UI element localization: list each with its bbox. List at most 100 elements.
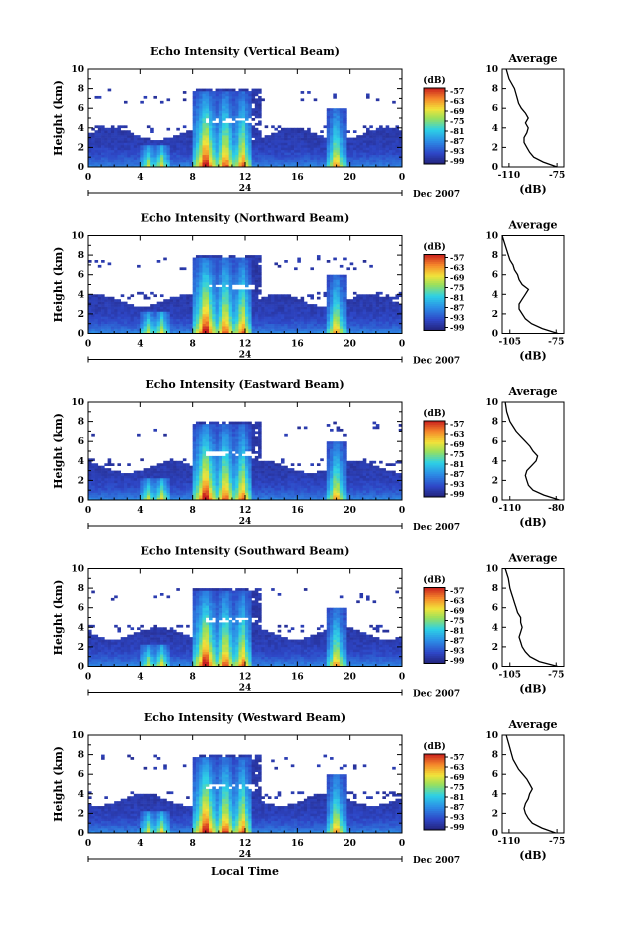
heatmap-cell xyxy=(163,309,167,312)
heatmap-cell xyxy=(395,157,400,160)
heatmap-cell xyxy=(114,497,118,501)
heatmap-cell xyxy=(209,127,213,131)
heatmap-cell xyxy=(395,301,400,305)
heatmap-cell xyxy=(133,306,138,310)
heatmap-cell xyxy=(245,291,249,295)
heatmap-cell xyxy=(245,424,249,427)
heatmap-cell xyxy=(209,289,213,293)
heatmap-cell xyxy=(189,321,193,324)
heatmap-cell xyxy=(218,291,223,295)
heatmap-cell xyxy=(137,137,141,141)
heatmap-cell xyxy=(212,455,216,459)
heatmap-cell xyxy=(326,162,331,165)
heatmap-cell xyxy=(375,296,380,300)
heatmap-cell xyxy=(339,289,344,293)
heatmap-cell xyxy=(225,301,229,305)
heatmap-cell xyxy=(333,294,337,298)
heatmap-cell xyxy=(336,137,341,141)
heatmap-cell xyxy=(235,424,239,427)
heatmap-cell xyxy=(280,299,285,302)
heatmap-cell xyxy=(330,113,334,116)
heatmap-cell xyxy=(251,162,256,165)
heatmap-cell xyxy=(222,100,226,104)
heatmap-cell xyxy=(294,313,298,317)
heatmap-cell xyxy=(228,260,233,263)
heatmap-cell xyxy=(114,487,118,491)
heatmap-cell xyxy=(254,316,259,320)
heatmap-cell xyxy=(290,132,295,136)
heatmap-cell xyxy=(114,140,118,143)
heatmap-cell xyxy=(375,291,380,295)
heatmap-cell xyxy=(137,152,141,156)
heatmap-cell xyxy=(290,331,295,334)
heatmap-cell xyxy=(222,458,226,462)
heatmap-cell xyxy=(307,309,311,312)
x-tick-label: 16 xyxy=(291,340,304,350)
heatmap-cell xyxy=(205,130,210,133)
heatmap-cell xyxy=(195,120,200,124)
heatmap-cell xyxy=(150,157,154,160)
colorbar-swatch xyxy=(424,108,445,112)
heatmap-cell xyxy=(166,98,171,102)
heatmap-cell xyxy=(199,108,203,111)
x-tick-label: 0 xyxy=(399,173,405,183)
heatmap-cell xyxy=(202,441,207,444)
heatmap-cell xyxy=(202,157,207,160)
heatmap-cell xyxy=(205,323,210,327)
heatmap-cell xyxy=(326,318,331,322)
heatmap-cell xyxy=(228,289,233,293)
colorbar-swatch xyxy=(424,326,445,329)
heatmap-cell xyxy=(359,154,364,158)
heatmap-cell xyxy=(186,162,190,165)
heatmap-cell xyxy=(392,132,396,136)
heatmap-cell xyxy=(225,286,229,290)
heatmap-cell xyxy=(120,306,125,310)
heatmap-cell xyxy=(339,122,344,126)
heatmap-cell xyxy=(209,105,213,109)
heatmap-cell xyxy=(117,159,122,163)
heatmap-cell xyxy=(97,485,102,489)
heatmap-cell xyxy=(284,135,288,138)
heatmap-cell xyxy=(398,154,403,158)
colorbar-swatch xyxy=(424,99,445,102)
heatmap-cell xyxy=(398,326,403,329)
heatmap-cell xyxy=(238,132,243,136)
heatmap-cell xyxy=(202,465,207,469)
heatmap-cell xyxy=(179,309,184,312)
heatmap-cell xyxy=(212,162,216,165)
heatmap-cell xyxy=(209,323,213,327)
heatmap-cell xyxy=(346,328,350,332)
heatmap-cell xyxy=(388,316,393,320)
heatmap-cell xyxy=(339,331,344,334)
heatmap-cell xyxy=(120,294,125,298)
heatmap-cell xyxy=(330,321,334,324)
heatmap-cell xyxy=(166,490,171,493)
heatmap-cell xyxy=(382,142,386,146)
heatmap-cell xyxy=(94,316,99,320)
heatmap-cell xyxy=(258,113,262,116)
heatmap-cell xyxy=(313,142,318,146)
heatmap-cell xyxy=(333,313,337,317)
heatmap-cell xyxy=(189,328,193,332)
heatmap-cell xyxy=(369,149,373,153)
heatmap-cell xyxy=(202,154,207,158)
heatmap-cell xyxy=(202,436,207,440)
heatmap-cell xyxy=(91,296,95,300)
heatmap-cell xyxy=(130,304,135,307)
heatmap-cell xyxy=(297,326,301,329)
heatmap-cell xyxy=(199,120,203,124)
heatmap-cell xyxy=(241,110,246,114)
heatmap-cell xyxy=(330,115,334,119)
heatmap-cell xyxy=(212,260,216,263)
heatmap-cell xyxy=(218,144,223,148)
heatmap-cell xyxy=(238,470,243,474)
heatmap-cell xyxy=(369,125,373,129)
heatmap-cell xyxy=(202,473,207,476)
heatmap-cell xyxy=(123,144,128,148)
heatmap-cell xyxy=(339,120,344,124)
average-y-tick-label: 0 xyxy=(492,163,498,173)
heatmap-cell xyxy=(123,497,128,501)
heatmap-cell xyxy=(228,105,233,109)
heatmap-cell xyxy=(195,257,200,261)
heatmap-cell xyxy=(245,318,249,322)
